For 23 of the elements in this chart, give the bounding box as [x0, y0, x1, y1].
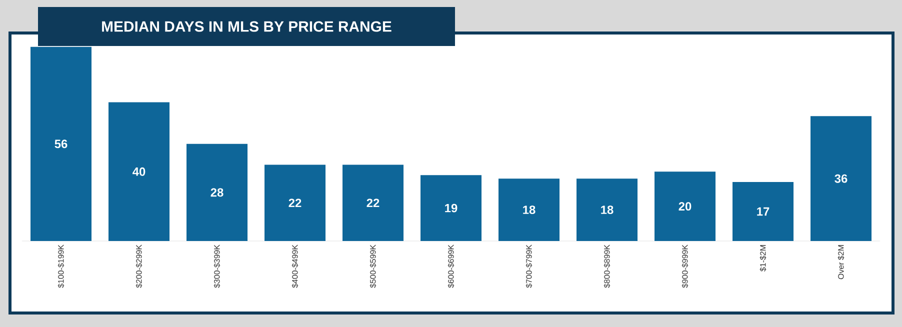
bar [186, 144, 248, 241]
bar [108, 102, 170, 241]
data-label: 56 [54, 140, 68, 148]
bar [30, 46, 92, 241]
data-label: 40 [132, 167, 146, 176]
data-label: 18 [601, 206, 614, 214]
bar [420, 175, 482, 241]
data-label: 22 [366, 198, 380, 208]
data-label: 36 [834, 174, 848, 183]
bar [576, 178, 638, 241]
data-label: 20 [678, 202, 692, 211]
bar [810, 116, 872, 241]
chart-title: MEDIAN DAYS IN MLS BY PRICE RANGE [102, 21, 392, 32]
data-label: 17 [757, 207, 770, 216]
data-label: 22 [288, 198, 302, 208]
bar [264, 164, 326, 241]
bar [498, 178, 560, 241]
data-label: 28 [210, 188, 224, 197]
bar [342, 164, 404, 241]
data-label: 18 [523, 206, 536, 214]
bar [732, 182, 794, 241]
data-label: 19 [445, 204, 458, 212]
bar [654, 172, 716, 241]
